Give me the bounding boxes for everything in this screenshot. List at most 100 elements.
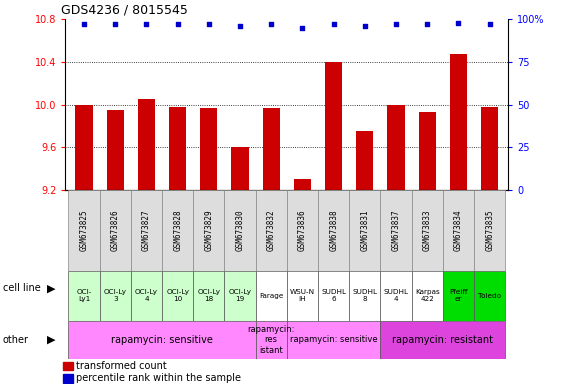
- Bar: [450, 55, 467, 190]
- Text: percentile rank within the sample: percentile rank within the sample: [76, 373, 241, 383]
- Bar: [381, 321, 506, 359]
- Text: rapamycin: resistant: rapamycin: resistant: [392, 335, 494, 345]
- Text: Farage: Farage: [259, 293, 283, 299]
- Point: [329, 21, 338, 27]
- Text: transformed count: transformed count: [76, 361, 167, 371]
- Text: GSM673830: GSM673830: [236, 210, 245, 251]
- Point: [236, 23, 245, 29]
- Bar: [381, 190, 412, 271]
- Bar: [99, 271, 131, 321]
- Bar: [294, 179, 311, 190]
- Point: [204, 21, 214, 27]
- Point: [80, 21, 89, 27]
- Text: GSM673836: GSM673836: [298, 210, 307, 251]
- Text: OCI-Ly
18: OCI-Ly 18: [197, 289, 220, 302]
- Point: [142, 21, 151, 27]
- Bar: [349, 190, 381, 271]
- Text: rapamycin: sensitive: rapamycin: sensitive: [111, 335, 213, 345]
- Point: [267, 21, 276, 27]
- Bar: [287, 271, 318, 321]
- Bar: [474, 271, 506, 321]
- Bar: [63, 374, 73, 383]
- Text: WSU-N
IH: WSU-N IH: [290, 289, 315, 302]
- Text: ▶: ▶: [47, 335, 55, 345]
- Text: GSM673838: GSM673838: [329, 210, 338, 251]
- Bar: [232, 147, 249, 190]
- Text: OCI-Ly
10: OCI-Ly 10: [166, 289, 189, 302]
- Text: rapamycin: sensitive: rapamycin: sensitive: [290, 335, 378, 344]
- Text: ▶: ▶: [47, 283, 55, 293]
- Bar: [256, 271, 287, 321]
- Point: [111, 21, 120, 27]
- Text: other: other: [3, 335, 29, 345]
- Bar: [318, 271, 349, 321]
- Text: GSM673826: GSM673826: [111, 210, 120, 251]
- Bar: [287, 190, 318, 271]
- Bar: [68, 190, 99, 271]
- Text: GSM673837: GSM673837: [391, 210, 400, 251]
- Point: [485, 21, 494, 27]
- Text: OCI-Ly
4: OCI-Ly 4: [135, 289, 158, 302]
- Bar: [412, 271, 443, 321]
- Point: [391, 21, 400, 27]
- Bar: [162, 271, 193, 321]
- Bar: [325, 62, 342, 190]
- Bar: [356, 131, 373, 190]
- Bar: [256, 321, 287, 359]
- Text: Karpas
422: Karpas 422: [415, 289, 440, 302]
- Text: GSM673834: GSM673834: [454, 210, 463, 251]
- Text: SUDHL
8: SUDHL 8: [352, 289, 377, 302]
- Text: SUDHL
4: SUDHL 4: [383, 289, 408, 302]
- Bar: [349, 271, 381, 321]
- Point: [360, 23, 369, 29]
- Bar: [68, 271, 99, 321]
- Text: GSM673827: GSM673827: [142, 210, 151, 251]
- Text: GSM673829: GSM673829: [204, 210, 214, 251]
- Text: GDS4236 / 8015545: GDS4236 / 8015545: [61, 3, 188, 17]
- Point: [173, 21, 182, 27]
- Bar: [138, 99, 155, 190]
- Point: [423, 21, 432, 27]
- Bar: [131, 190, 162, 271]
- Text: rapamycin:
res
istant: rapamycin: res istant: [248, 325, 295, 355]
- Text: GSM673828: GSM673828: [173, 210, 182, 251]
- Bar: [224, 271, 256, 321]
- Bar: [68, 321, 256, 359]
- Bar: [474, 190, 506, 271]
- Bar: [287, 321, 381, 359]
- Point: [454, 20, 463, 26]
- Text: OCI-
Ly1: OCI- Ly1: [76, 289, 91, 302]
- Bar: [107, 110, 124, 190]
- Text: cell line: cell line: [3, 283, 40, 293]
- Bar: [99, 190, 131, 271]
- Text: GSM673825: GSM673825: [80, 210, 89, 251]
- Text: SUDHL
6: SUDHL 6: [321, 289, 346, 302]
- Text: GSM673832: GSM673832: [267, 210, 275, 251]
- Bar: [193, 190, 224, 271]
- Bar: [201, 108, 218, 190]
- Bar: [387, 105, 404, 190]
- Text: Pfeiff
er: Pfeiff er: [449, 289, 467, 302]
- Point: [298, 25, 307, 31]
- Bar: [318, 190, 349, 271]
- Bar: [63, 362, 73, 370]
- Bar: [481, 107, 498, 190]
- Bar: [443, 271, 474, 321]
- Bar: [131, 271, 162, 321]
- Text: GSM673833: GSM673833: [423, 210, 432, 251]
- Bar: [443, 190, 474, 271]
- Text: GSM673835: GSM673835: [485, 210, 494, 251]
- Text: Toledo: Toledo: [478, 293, 501, 299]
- Bar: [412, 190, 443, 271]
- Text: OCI-Ly
3: OCI-Ly 3: [104, 289, 127, 302]
- Bar: [381, 271, 412, 321]
- Bar: [256, 190, 287, 271]
- Bar: [193, 271, 224, 321]
- Text: GSM673831: GSM673831: [360, 210, 369, 251]
- Bar: [224, 190, 256, 271]
- Bar: [169, 107, 186, 190]
- Bar: [419, 112, 436, 190]
- Bar: [76, 105, 93, 190]
- Bar: [162, 190, 193, 271]
- Bar: [262, 108, 280, 190]
